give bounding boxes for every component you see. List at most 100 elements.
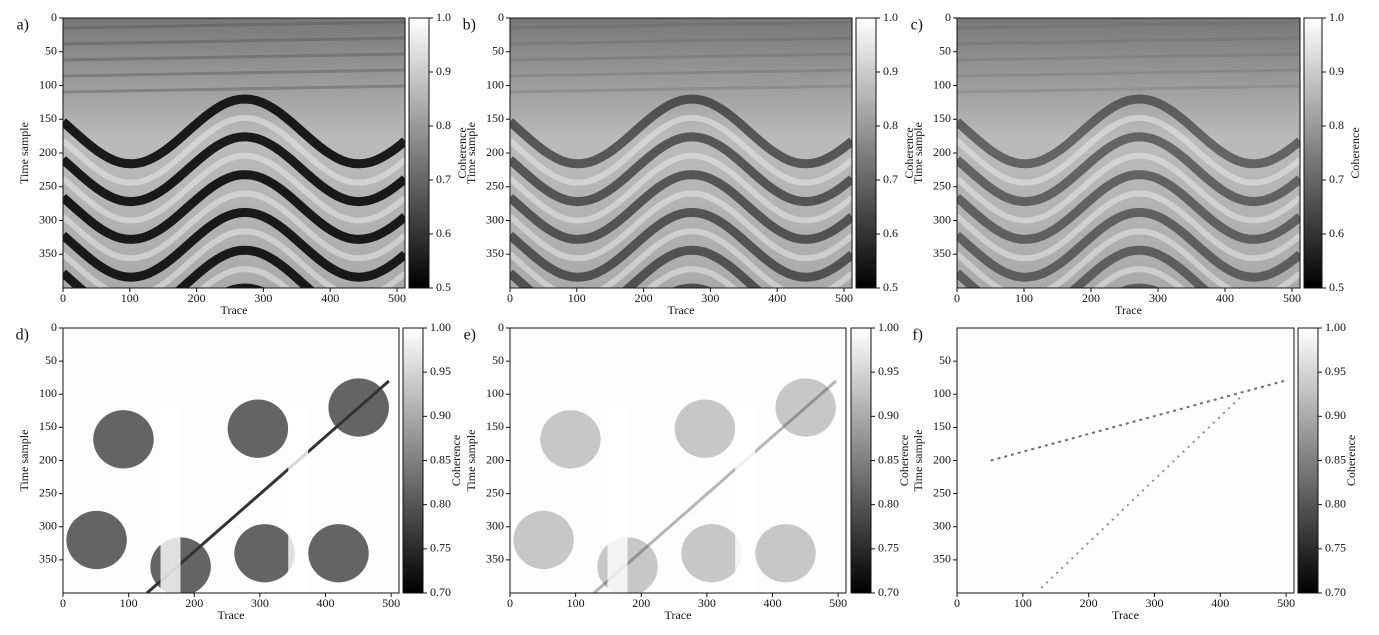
colorbar-tick-label: 0.5 (436, 280, 451, 294)
x-tick-label: 400 (768, 291, 786, 305)
colorbar-tick-label: 0.90 (878, 408, 899, 422)
stripe (957, 20, 1300, 30)
wave (957, 114, 1300, 186)
fault (146, 379, 390, 593)
fault (990, 380, 1285, 462)
fault (1040, 393, 1245, 589)
y-tick-label: 300 (39, 519, 57, 533)
x-tick-label: 0 (60, 291, 66, 305)
wave (63, 114, 405, 186)
y-axis-label: Time sample (464, 430, 478, 492)
wave (510, 245, 762, 288)
y-tick-label: 150 (933, 111, 951, 125)
blob (513, 510, 574, 570)
stripe (957, 52, 1300, 62)
y-tick-label: 0 (51, 320, 57, 334)
colorbar-tick-label: 0.5 (883, 280, 898, 294)
panel-label: d) (16, 327, 29, 344)
y-tick-label: 100 (39, 77, 57, 91)
wave (510, 170, 852, 244)
x-tick-label: 100 (567, 596, 585, 610)
x-tick-label: 200 (188, 291, 206, 305)
colorbar-tick-label: 0.75 (430, 541, 451, 555)
panel-label: f) (912, 327, 923, 344)
colorbar-label: Coherence (455, 127, 469, 178)
colorbar-tick-label: 0.7 (436, 172, 451, 186)
x-tick-label: 0 (507, 596, 513, 610)
y-tick-label: 200 (486, 145, 504, 159)
colorbar-tick-label: 1.0 (1329, 10, 1344, 24)
x-axis-label: Trace (221, 303, 248, 317)
y-tick-label: 300 (486, 519, 504, 533)
x-axis-label: Trace (1115, 303, 1142, 317)
panel: 0 100 200 300 400 500 0 50 100 150 200 250 300 350 Tra… (464, 320, 911, 622)
x-axis-label: Trace (1112, 608, 1139, 622)
x-tick-label: 500 (388, 291, 406, 305)
colorbar-tick-label: 0.95 (430, 364, 451, 378)
y-tick-label: 0 (498, 10, 504, 24)
colorbar-tick-label: 0.85 (1325, 452, 1346, 466)
wave (63, 170, 405, 244)
panel: 0 100 200 300 400 500 0 50 100 150 200 250 300 350 Tra… (17, 10, 469, 317)
texture (63, 328, 399, 593)
colorbar-tick-label: 0.6 (883, 226, 898, 240)
stripe (957, 84, 1300, 94)
colorbar (855, 17, 877, 289)
y-tick-label: 50 (939, 353, 951, 367)
y-tick-label: 50 (492, 44, 504, 58)
colorbar-label: Coherence (449, 435, 463, 486)
x-tick-label: 0 (507, 291, 513, 305)
y-tick-label: 250 (933, 485, 951, 499)
panel-label: c) (911, 17, 923, 34)
x-tick-label: 400 (1211, 596, 1229, 610)
wave (510, 152, 852, 224)
colorbar (402, 327, 424, 594)
wave (957, 228, 1300, 288)
y-tick-label: 200 (39, 145, 57, 159)
colorbar-tick-label: 0.70 (878, 585, 899, 599)
x-tick-label: 400 (321, 291, 339, 305)
y-axis-label: Time sample (911, 122, 925, 184)
x-axis-label: Trace (218, 608, 245, 622)
y-tick-label: 0 (498, 320, 504, 334)
x-tick-label: 400 (1216, 291, 1234, 305)
x-tick-label: 300 (1149, 291, 1167, 305)
wave (63, 245, 315, 288)
x-tick-label: 300 (698, 596, 716, 610)
x-tick-label: 0 (954, 596, 960, 610)
colorbar-tick-label: 0.80 (878, 496, 899, 510)
colorbar-tick-label: 0.9 (1329, 64, 1344, 78)
x-tick-label: 500 (1283, 291, 1301, 305)
colorbar-tick-label: 0.7 (1329, 172, 1344, 186)
x-tick-label: 200 (185, 596, 203, 610)
wave (510, 207, 852, 282)
wave (957, 94, 1300, 169)
stripe (63, 68, 405, 78)
wave (198, 266, 291, 288)
stripe (510, 68, 852, 78)
wave (957, 170, 1300, 244)
y-tick-label: 250 (39, 485, 57, 499)
x-tick-label: 300 (701, 291, 719, 305)
x-tick-label: 100 (1014, 596, 1032, 610)
x-tick-label: 500 (835, 291, 853, 305)
blob (66, 510, 127, 570)
colorbar (1303, 17, 1323, 289)
y-tick-label: 50 (939, 44, 951, 58)
colorbar-label: Coherence (1348, 127, 1362, 178)
x-tick-label: 300 (251, 596, 269, 610)
stripe (63, 52, 405, 62)
y-tick-label: 200 (486, 452, 504, 466)
y-tick-label: 250 (933, 179, 951, 193)
y-tick-label: 250 (486, 179, 504, 193)
x-tick-label: 0 (954, 291, 960, 305)
blob (681, 524, 742, 583)
colorbar-tick-label: 0.90 (430, 408, 451, 422)
wave (63, 152, 405, 224)
colorbar-tick-label: 0.9 (883, 64, 898, 78)
background (510, 328, 846, 593)
colorbar-tick-label: 0.5 (1329, 280, 1344, 294)
panel: 0 100 200 300 400 500 0 50 100 150 200 250 300 350 Tra… (911, 10, 1362, 317)
x-tick-label: 100 (1015, 291, 1033, 305)
stripe (63, 36, 405, 46)
